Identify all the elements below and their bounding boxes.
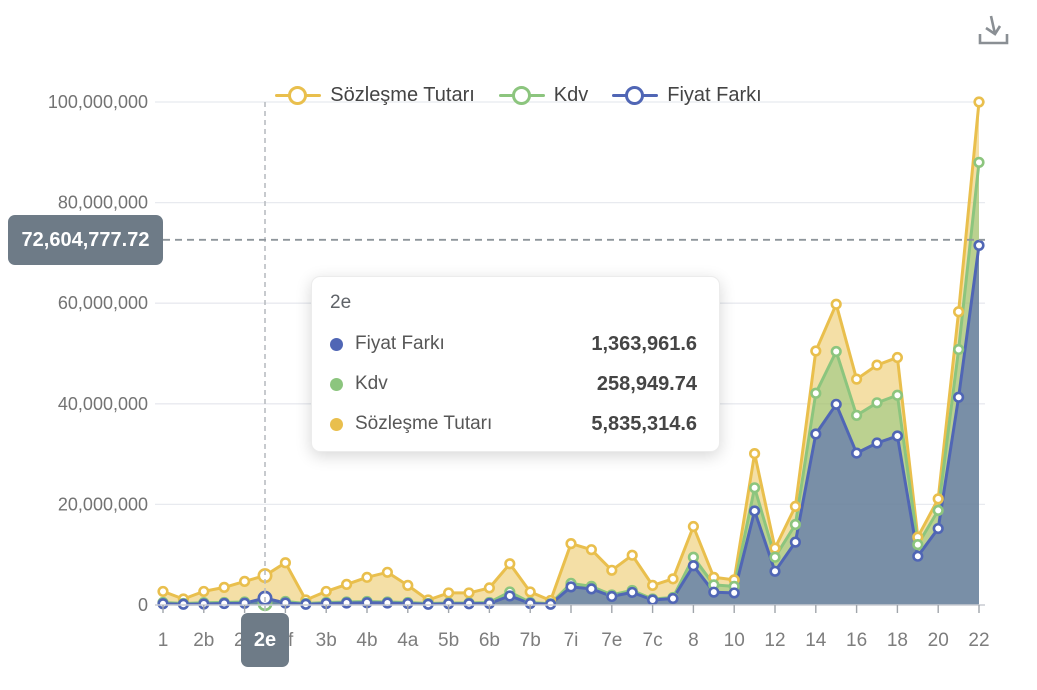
tooltip-series-value: 1,363,961.6 <box>591 332 697 355</box>
svg-text:14: 14 <box>805 630 827 651</box>
chart-tooltip: 2e Fiyat Farkı 1,363,961.6 Kdv 258,949.7… <box>311 276 720 452</box>
legend-line-circle-icon <box>612 85 659 106</box>
svg-text:40,000,000: 40,000,000 <box>58 394 148 414</box>
svg-text:12: 12 <box>764 630 785 651</box>
svg-text:20,000,000: 20,000,000 <box>58 494 148 514</box>
svg-text:10: 10 <box>724 630 745 651</box>
svg-text:4a: 4a <box>397 630 419 651</box>
y-axis-labels: 0 20,000,000 40,000,000 60,000,000 80,000,00… <box>48 92 148 615</box>
legend-label: Sözleşme Tutarı <box>330 84 475 106</box>
series-dot-icon <box>330 417 343 431</box>
svg-text:100,000,000: 100,000,000 <box>48 92 148 112</box>
legend-line-circle-icon <box>498 85 545 106</box>
svg-text:7i: 7i <box>564 630 579 651</box>
svg-text:7e: 7e <box>601 630 622 651</box>
svg-text:18: 18 <box>887 630 908 651</box>
axis-pointer-cross <box>163 102 985 613</box>
svg-text:22: 22 <box>968 630 989 651</box>
svg-text:1: 1 <box>158 630 169 651</box>
legend-item-fiyat-farki[interactable]: Fiyat Farkı <box>612 84 762 107</box>
tooltip-series-value: 258,949.74 <box>596 372 697 395</box>
legend-line-circle-icon <box>275 85 322 106</box>
svg-text:6b: 6b <box>479 630 500 651</box>
tooltip-row: Sözleşme Tutarı 5,835,314.6 <box>330 404 697 444</box>
tooltip-row: Fiyat Farkı 1,363,961.6 <box>330 324 697 364</box>
series-dot-icon <box>330 337 343 351</box>
legend-label: Kdv <box>553 84 589 106</box>
tooltip-series-label: Fiyat Farkı <box>355 333 445 354</box>
legend-label: Fiyat Farkı <box>667 84 762 106</box>
svg-text:5b: 5b <box>438 630 459 651</box>
chart-legend: Sözleşme Tutarı Kdv Fiyat Farkı <box>0 84 1037 107</box>
svg-text:8: 8 <box>688 630 699 651</box>
tooltip-series-label: Sözleşme Tutarı <box>355 413 493 434</box>
svg-text:80,000,000: 80,000,000 <box>58 193 148 213</box>
series-dot-icon <box>330 377 343 391</box>
download-button[interactable] <box>974 12 1012 48</box>
download-icon <box>978 15 1009 45</box>
axis-pointer-y-badge: 72,604,777.72 <box>8 215 163 265</box>
svg-text:0: 0 <box>138 595 148 615</box>
legend-item-sozlesme-tutari[interactable]: Sözleşme Tutarı <box>275 84 475 107</box>
svg-text:20: 20 <box>928 630 949 651</box>
x-axis <box>155 604 985 613</box>
svg-text:2b: 2b <box>193 630 214 651</box>
tooltip-series-label: Kdv <box>355 373 388 394</box>
svg-text:16: 16 <box>846 630 867 651</box>
axis-pointer-x-badge: 2e <box>241 613 289 667</box>
legend-item-kdv[interactable]: Kdv <box>498 84 589 107</box>
svg-text:4b: 4b <box>356 630 377 651</box>
tooltip-title: 2e <box>330 292 352 313</box>
tooltip-row: Kdv 258,949.74 <box>330 364 697 404</box>
svg-text:7b: 7b <box>520 630 541 651</box>
svg-text:3b: 3b <box>316 630 337 651</box>
svg-text:7c: 7c <box>643 630 663 651</box>
tooltip-series-value: 5,835,314.6 <box>591 412 697 435</box>
svg-text:60,000,000: 60,000,000 <box>58 293 148 313</box>
